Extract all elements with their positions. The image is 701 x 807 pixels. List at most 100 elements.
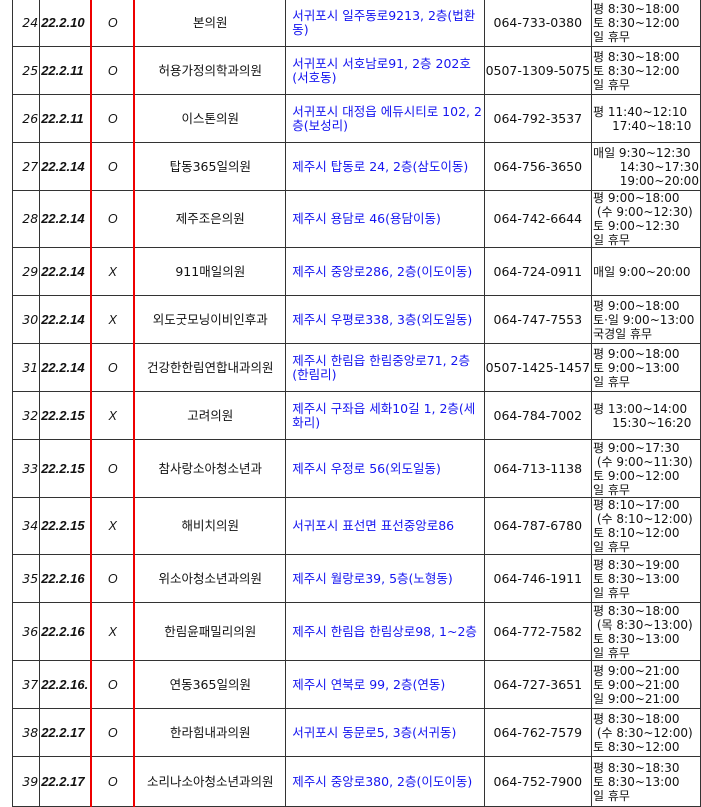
row-number: 33 (11, 439, 41, 498)
date: 22.2.17 (39, 708, 92, 757)
clinic-name: 본의원 (133, 0, 287, 47)
opening-hours: 평 8:30~18:00 토 8:30~12:00 일 휴무 (591, 0, 701, 47)
date: 22.2.15 (39, 497, 92, 555)
address[interactable]: 제주시 구좌읍 세화10길 1, 2층(세화리) (285, 391, 485, 440)
address[interactable]: 제주시 우정로 56(외도일동) (285, 439, 485, 498)
clinic-name: 이스톤의원 (133, 94, 287, 143)
clinic-name: 한라힘내과의원 (133, 708, 287, 757)
clinic-table: 24 22.2.10 O 본의원 서귀포시 일주동로9213, 2층(법환동) 064-7… (11, 0, 701, 807)
address[interactable]: 제주시 용담로 46(용담이동) (285, 190, 485, 248)
table-row: 36 22.2.16 X 한림윤패밀리의원 제주시 한림읍 한림상로98, 1~2층 06… (11, 602, 701, 661)
phone-number: 064-733-0380 (483, 0, 593, 47)
status-mark: X (90, 295, 136, 344)
opening-hours: 평 8:30~18:00 (수 8:30~12:00) 토 8:30~12:00 (591, 708, 701, 757)
clinic-name: 고려의원 (133, 391, 287, 440)
date: 22.2.15 (39, 439, 92, 498)
date: 22.2.15 (39, 391, 92, 440)
row-number: 28 (11, 190, 41, 248)
opening-hours: 매일 9:30~12:30 14:30~17:30 19:00~20:00 (591, 142, 701, 191)
address[interactable]: 제주시 중앙로286, 2층(이도이동) (285, 247, 485, 296)
row-number: 31 (11, 343, 41, 392)
status-mark: O (90, 660, 136, 709)
status-mark: O (90, 708, 136, 757)
address[interactable]: 제주시 중앙로380, 2층(이도이동) (285, 756, 485, 807)
address[interactable]: 제주시 우평로338, 3층(외도일동) (285, 295, 485, 344)
table-row: 27 22.2.14 O 탑동365일의원 제주시 탑동로 24, 2층(삼도이동) 06… (11, 142, 701, 191)
opening-hours: 평 8:30~19:00 토 8:30~13:00 일 휴무 (591, 554, 701, 603)
phone-number: 0507-1309-5075 (483, 46, 593, 95)
table-row: 33 22.2.15 O 참사랑소아청소년과 제주시 우정로 56(외도일동) 064-7… (11, 439, 701, 498)
clinic-name: 해비치의원 (133, 497, 287, 555)
table-row: 39 22.2.17 O 소리나소아청소년과의원 제주시 중앙로380, 2층(이도이동… (11, 756, 701, 807)
clinic-name: 제주조은의원 (133, 190, 287, 248)
row-number: 38 (11, 708, 41, 757)
row-number: 34 (11, 497, 41, 555)
date: 22.2.14 (39, 343, 92, 392)
date: 22.2.11 (39, 94, 92, 143)
clinic-name: 건강한한림연합내과의원 (133, 343, 287, 392)
row-number: 37 (11, 660, 41, 709)
address[interactable]: 제주시 한림읍 한림상로98, 1~2층 (285, 602, 485, 661)
clinic-name: 탑동365일의원 (133, 142, 287, 191)
row-number: 35 (11, 554, 41, 603)
date: 22.2.14 (39, 190, 92, 248)
opening-hours: 평 8:30~18:00 (목 8:30~13:00) 토 8:30~13:00… (591, 602, 701, 661)
table-row: 38 22.2.17 O 한라힘내과의원 서귀포시 동문로5, 3층(서귀동) 064-7… (11, 708, 701, 757)
clinic-name: 소리나소아청소년과의원 (133, 756, 287, 807)
address[interactable]: 서귀포시 표선면 표선중앙로86 (285, 497, 485, 555)
table-row: 37 22.2.16. O 연동365일의원 제주시 연북로 99, 2층(연동) 064… (11, 660, 701, 709)
clinic-name: 연동365일의원 (133, 660, 287, 709)
table-row: 30 22.2.14 X 외도굿모닝이비인후과 제주시 우평로338, 3층(외도일동)… (11, 295, 701, 344)
row-number: 27 (11, 142, 41, 191)
status-mark: X (90, 391, 136, 440)
opening-hours: 매일 9:00~20:00 (591, 247, 701, 296)
status-mark: O (90, 142, 136, 191)
table-row: 31 22.2.14 O 건강한한림연합내과의원 제주시 한림읍 한림중앙로71, 2층… (11, 343, 701, 392)
address[interactable]: 서귀포시 동문로5, 3층(서귀동) (285, 708, 485, 757)
status-mark: O (90, 94, 136, 143)
phone-number: 064-724-0911 (483, 247, 593, 296)
opening-hours: 평 9:00~17:30 (수 9:00~11:30) 토 9:00~12:00… (591, 439, 701, 498)
address[interactable]: 제주시 한림읍 한림중앙로71, 2층(한림리) (285, 343, 485, 392)
phone-number: 064-747-7553 (483, 295, 593, 344)
phone-number: 0507-1425-1457 (483, 343, 593, 392)
table-row: 34 22.2.15 X 해비치의원 서귀포시 표선면 표선중앙로86 064-787-6… (11, 497, 701, 555)
table-row: 32 22.2.15 X 고려의원 제주시 구좌읍 세화10길 1, 2층(세화리) 06… (11, 391, 701, 440)
status-mark: X (90, 247, 136, 296)
table-row: 29 22.2.14 X 911매일의원 제주시 중앙로286, 2층(이도이동) 064… (11, 247, 701, 296)
address[interactable]: 제주시 탑동로 24, 2층(삼도이동) (285, 142, 485, 191)
address[interactable]: 서귀포시 일주동로9213, 2층(법환동) (285, 0, 485, 47)
row-number: 39 (11, 756, 41, 807)
date: 22.2.14 (39, 295, 92, 344)
address[interactable]: 제주시 월랑로39, 5층(노형동) (285, 554, 485, 603)
row-number: 25 (11, 46, 41, 95)
status-mark: O (90, 756, 136, 807)
opening-hours: 평 8:30~18:30 토 8:30~13:00 일 휴무 (591, 756, 701, 807)
status-mark: O (90, 46, 136, 95)
table-row: 26 22.2.11 O 이스톤의원 서귀포시 대정읍 에듀시티로 102, 2층(보성… (11, 94, 701, 143)
phone-number: 064-752-7900 (483, 756, 593, 807)
phone-number: 064-713-1138 (483, 439, 593, 498)
date: 22.2.16. (39, 660, 92, 709)
phone-number: 064-756-3650 (483, 142, 593, 191)
phone-number: 064-762-7579 (483, 708, 593, 757)
status-mark: O (90, 190, 136, 248)
address[interactable]: 서귀포시 서호남로91, 2층 202호(서호동) (285, 46, 485, 95)
opening-hours: 평 11:40~12:10 17:40~18:10 (591, 94, 701, 143)
date: 22.2.10 (39, 0, 92, 47)
table-row: 24 22.2.10 O 본의원 서귀포시 일주동로9213, 2층(법환동) 064-7… (11, 0, 701, 47)
date: 22.2.11 (39, 46, 92, 95)
date: 22.2.17 (39, 756, 92, 807)
address[interactable]: 서귀포시 대정읍 에듀시티로 102, 2층(보성리) (285, 94, 485, 143)
opening-hours: 평 9:00~21:00 토 9:00~21:00 일 9:00~21:00 (591, 660, 701, 709)
table-row: 28 22.2.14 O 제주조은의원 제주시 용담로 46(용담이동) 064-742-… (11, 190, 701, 248)
row-number: 24 (11, 0, 41, 47)
date: 22.2.14 (39, 142, 92, 191)
clinic-name: 참사랑소아청소년과 (133, 439, 287, 498)
phone-number: 064-772-7582 (483, 602, 593, 661)
table-row: 35 22.2.16 O 위소아청소년과의원 제주시 월랑로39, 5층(노형동) 064… (11, 554, 701, 603)
phone-number: 064-742-6644 (483, 190, 593, 248)
phone-number: 064-727-3651 (483, 660, 593, 709)
address[interactable]: 제주시 연북로 99, 2층(연동) (285, 660, 485, 709)
opening-hours: 평 8:30~18:00 토 8:30~12:00 일 휴무 (591, 46, 701, 95)
